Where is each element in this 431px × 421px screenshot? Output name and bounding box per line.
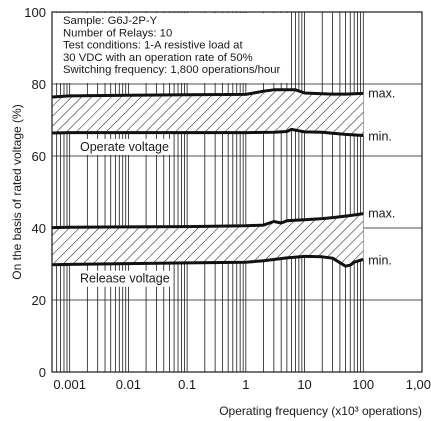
- y-axis-label: On the basis of rated voltage (%): [10, 104, 24, 279]
- x-tick-label: 1,000: [406, 377, 431, 392]
- info-line-3: 30 VDC with an operation rate of 50%: [63, 52, 253, 64]
- series-max-line-0: [51, 88, 364, 99]
- x-tick-label: 100: [352, 377, 374, 392]
- x-axis-label: Operating frequency (x10³ operations): [219, 404, 422, 418]
- series-max-line-1: [51, 212, 364, 230]
- x-tick-label: 0.01: [116, 377, 141, 392]
- series-min-line-1: [51, 254, 364, 268]
- min-label-1: min.: [368, 253, 392, 267]
- plot-frame: [51, 11, 423, 373]
- x-tick-label: 10: [297, 377, 311, 392]
- bands: [51, 88, 364, 268]
- series-name-0: Operate voltage: [80, 140, 169, 154]
- info-line-2: Test conditions: 1-A resistive load at: [63, 40, 243, 52]
- band-area-1: [52, 213, 364, 267]
- series-labels: max. min. Operate voltage max. min. Release v…: [77, 85, 400, 287]
- max-label-1: max.: [368, 207, 395, 221]
- series-name-1: Release voltage: [80, 272, 170, 286]
- y-tick-label: 80: [32, 77, 46, 92]
- info-line-1: Number of Relays: 10: [63, 27, 172, 39]
- y-tick-label: 20: [32, 293, 46, 308]
- y-tick-label: 60: [32, 149, 46, 164]
- info-line-4: Switching frequency: 1,800 operations/ho…: [63, 64, 281, 76]
- min-label-0: min.: [368, 129, 392, 143]
- band-area-0: [52, 89, 364, 136]
- info-line-0: Sample: G6J-2P-Y: [63, 15, 158, 27]
- axes: 0 20 40 60 80 100 0.001 0.01 0.1 1 10 100 1,000 Opera…: [10, 5, 431, 418]
- x-tick-label: 0.1: [178, 377, 196, 392]
- y-tick-label: 40: [32, 221, 46, 236]
- series-min-line-0: [51, 127, 364, 137]
- x-tick-label: 0.001: [53, 377, 86, 392]
- x-tick-label: 1: [242, 377, 249, 392]
- y-tick-label: 0: [39, 365, 46, 380]
- y-tick-label: 100: [24, 5, 46, 20]
- max-label-0: max.: [368, 86, 395, 100]
